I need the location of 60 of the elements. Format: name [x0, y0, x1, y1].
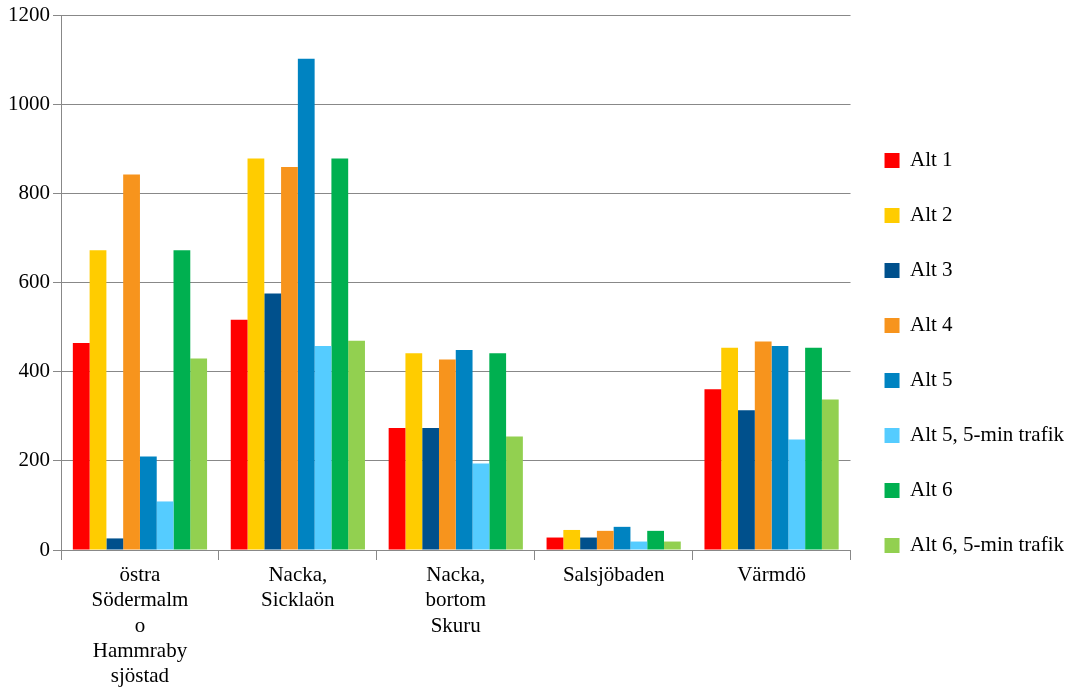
bar [664, 541, 681, 550]
bar [405, 353, 423, 550]
bar [805, 347, 822, 550]
bar [506, 436, 523, 550]
y-tick-label: 800 [18, 180, 50, 205]
bar [348, 340, 365, 550]
y-tick-label: 0 [39, 536, 50, 561]
bar [613, 526, 631, 550]
bar [72, 342, 90, 550]
bar [156, 501, 174, 550]
y-tick-label: 600 [18, 269, 50, 294]
bar [247, 158, 265, 550]
bar [314, 346, 332, 550]
legend-label: Alt 5, 5-min trafik [910, 422, 1065, 447]
legend-label: Alt 3 [910, 257, 953, 282]
bar [704, 389, 722, 550]
legend-label: Alt 4 [910, 312, 954, 337]
bar [388, 427, 406, 550]
bar [580, 537, 597, 550]
legend-label: Alt 6 [910, 477, 953, 502]
legend-label: Alt 1 [910, 147, 953, 172]
x-tick-label: östra Södermalm o Hammraby sjöstad [91, 562, 189, 687]
bar [139, 456, 157, 550]
bar [596, 530, 614, 550]
bar [438, 359, 456, 550]
bar [455, 350, 473, 550]
bar [647, 530, 664, 550]
x-tick-label: Salsjöbaden [562, 562, 665, 587]
y-tick-label: 1000 [8, 91, 50, 116]
y-tick-label: 400 [18, 358, 50, 383]
bar [264, 293, 282, 550]
bar [472, 463, 490, 550]
bar [489, 353, 507, 550]
legend-label: Alt 6, 5-min trafik [910, 532, 1065, 557]
bar [422, 427, 439, 550]
bar [331, 158, 349, 550]
y-tick-label: 200 [18, 447, 50, 472]
bar [106, 538, 124, 550]
bar [821, 399, 839, 550]
bar [788, 439, 806, 550]
bar [546, 537, 564, 550]
bar [771, 346, 789, 550]
x-tick-label: Värmdö [737, 562, 806, 587]
y-tick-label: 1200 [8, 2, 50, 27]
bar [89, 250, 107, 550]
bar [190, 358, 208, 550]
bar [281, 167, 298, 550]
legend-label: Alt 2 [910, 202, 953, 227]
bar [123, 174, 140, 550]
bar [230, 319, 248, 550]
bar [630, 541, 648, 550]
bar [738, 410, 755, 550]
x-tick-label: Nacka, bortom Skuru [425, 562, 487, 637]
bar [563, 529, 581, 550]
legend-label: Alt 5 [910, 367, 953, 392]
bar [297, 58, 315, 550]
bar [721, 347, 739, 550]
bar [754, 341, 772, 550]
bar [173, 250, 191, 550]
x-tick-label: Nacka, Sicklaön [261, 562, 336, 612]
